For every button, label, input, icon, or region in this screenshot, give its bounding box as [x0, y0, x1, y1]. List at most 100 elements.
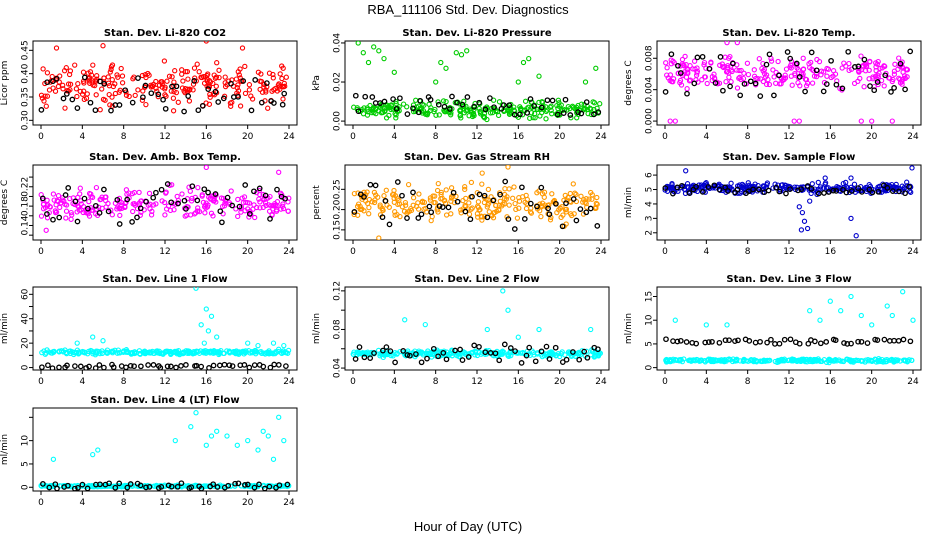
data-point — [351, 190, 358, 197]
panel-8: Stan. Dev. Line 2 Flow ml/min 0 4 8 12 16 20 24 0… — [312, 274, 610, 387]
data-point — [506, 202, 512, 208]
data-point — [874, 61, 880, 67]
y-tick-label: 4 — [645, 201, 655, 207]
panel-points — [38, 165, 292, 233]
black-point — [165, 482, 172, 489]
data-point — [734, 183, 741, 189]
data-point — [55, 83, 62, 90]
data-point — [544, 351, 550, 358]
y-axis-label: degrees C — [624, 60, 634, 105]
data-point — [482, 213, 488, 219]
data-point — [897, 80, 904, 86]
data-point — [466, 211, 473, 217]
black-point — [674, 338, 681, 345]
black-point — [199, 103, 206, 109]
black-point — [85, 205, 91, 212]
black-point — [531, 103, 537, 109]
x-tick-label: 12 — [471, 247, 482, 257]
x-tick-label: 20 — [866, 247, 878, 257]
outlier-point — [371, 44, 377, 50]
black-point — [69, 96, 76, 103]
data-point — [767, 357, 773, 364]
data-point — [279, 483, 285, 489]
y-axis-label: ml/min — [624, 313, 634, 344]
outlier-point — [796, 118, 802, 124]
data-point — [781, 76, 787, 83]
x-tick-label: 4 — [79, 377, 85, 387]
outlier-point — [276, 414, 282, 420]
data-point — [902, 75, 909, 82]
outlier-point — [245, 437, 251, 444]
data-point — [663, 60, 669, 66]
data-point — [443, 98, 449, 105]
data-point — [71, 349, 78, 355]
black-point — [404, 215, 410, 221]
outlier-point — [724, 41, 730, 46]
data-point — [371, 199, 378, 206]
data-point — [222, 80, 228, 86]
x-tick-label: 4 — [703, 247, 709, 257]
data-point — [55, 193, 62, 199]
black-point — [560, 110, 567, 116]
x-tick-label: 16 — [825, 247, 837, 257]
data-point — [560, 107, 566, 113]
outlier-point — [582, 79, 589, 85]
outlier-point — [505, 165, 511, 170]
black-point — [63, 91, 70, 97]
x-tick-label: 0 — [662, 377, 668, 387]
data-point — [743, 358, 749, 364]
data-point — [103, 197, 109, 204]
black-point — [684, 90, 690, 97]
data-point — [734, 67, 740, 73]
black-point — [96, 362, 103, 368]
black-point — [584, 354, 591, 361]
black-point — [907, 338, 914, 345]
data-point — [266, 349, 273, 356]
black-point — [517, 111, 523, 118]
data-point — [505, 353, 511, 359]
black-point — [497, 191, 503, 198]
data-point — [510, 195, 516, 201]
panel-points — [38, 410, 292, 491]
data-point — [475, 199, 482, 205]
data-point — [695, 357, 701, 363]
data-point — [764, 182, 770, 188]
outlier-point — [536, 326, 542, 333]
black-point — [484, 214, 491, 221]
data-point — [521, 107, 528, 113]
y-axis-label: Licor ppm — [0, 61, 10, 106]
data-point — [512, 200, 518, 207]
data-point — [124, 191, 130, 197]
data-point — [462, 202, 468, 209]
data-point — [38, 213, 45, 219]
black-point — [881, 336, 888, 343]
data-point — [766, 81, 773, 88]
panel-1: Stan. Dev. Li-820 CO2 Licor ppm 0 4 8 12 16 20 2… — [0, 28, 298, 142]
black-point — [244, 481, 251, 488]
outlier-point — [703, 322, 709, 328]
data-point — [690, 66, 696, 72]
black-point — [808, 49, 815, 56]
data-point — [472, 349, 479, 355]
data-point — [202, 210, 208, 216]
outlier-point — [838, 308, 844, 314]
data-point — [736, 67, 742, 74]
data-point — [773, 69, 779, 76]
data-point — [242, 63, 248, 70]
data-point — [677, 63, 683, 69]
data-point — [186, 350, 192, 356]
data-point — [770, 67, 776, 73]
data-point — [166, 73, 173, 79]
black-point — [381, 98, 388, 105]
data-point — [179, 191, 185, 197]
data-point — [361, 351, 368, 358]
black-point — [415, 215, 422, 221]
data-point — [172, 201, 179, 207]
y-tick-label: 5 — [21, 461, 31, 467]
y-tick-label: 0.04 — [333, 358, 343, 378]
data-point — [791, 357, 798, 363]
outlier-point — [798, 227, 805, 233]
data-point — [49, 350, 55, 356]
black-point — [267, 216, 273, 222]
